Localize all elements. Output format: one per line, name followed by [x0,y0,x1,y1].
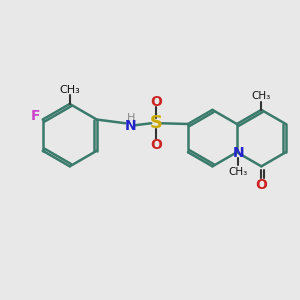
Text: N: N [125,119,136,133]
Text: H: H [127,113,135,123]
Text: CH₃: CH₃ [252,91,271,100]
Text: N: N [232,146,244,160]
Text: S: S [149,114,162,132]
Text: O: O [150,138,162,152]
Text: CH₃: CH₃ [229,167,248,177]
Text: F: F [31,109,40,123]
Text: O: O [255,178,267,192]
Text: CH₃: CH₃ [59,85,80,95]
Text: O: O [150,95,162,109]
